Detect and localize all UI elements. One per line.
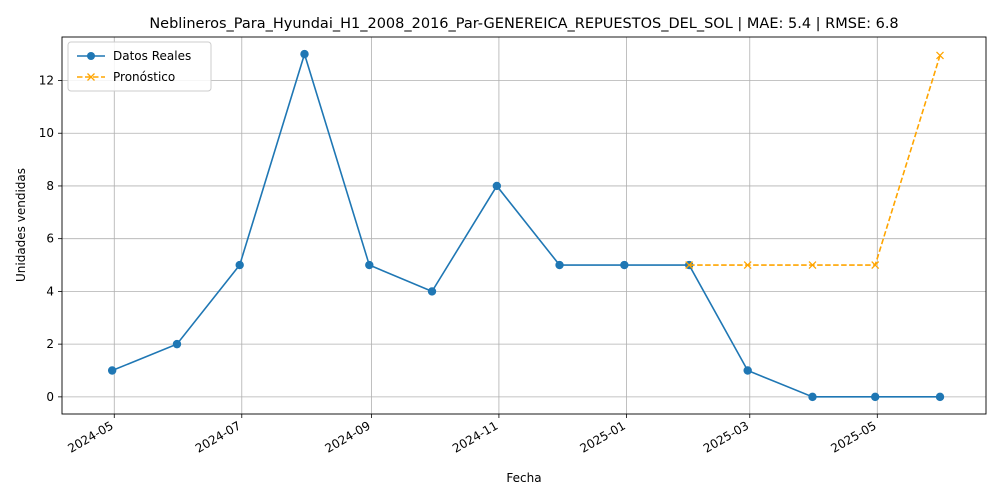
x-tick-label: 2025-03 xyxy=(701,418,751,455)
legend-label-forecast: Pronóstico xyxy=(113,70,175,84)
y-axis-label: Unidades vendidas xyxy=(14,168,28,282)
legend-marker-actual xyxy=(87,52,95,60)
x-tick-label: 2025-01 xyxy=(578,418,628,455)
y-tick-label: 0 xyxy=(46,390,54,404)
data-point-actual xyxy=(427,287,437,296)
x-tick-label: 2024-07 xyxy=(193,418,243,455)
data-point-forecast xyxy=(936,51,944,60)
data-point-actual xyxy=(300,49,309,59)
legend-box xyxy=(67,41,212,92)
chart-title: Neblineros_Para_Hyundai_H1_2008_2016_Par… xyxy=(149,16,898,32)
series-line-actual xyxy=(111,51,941,398)
x-tick-label: 2024-09 xyxy=(322,418,372,455)
data-point-actual xyxy=(235,260,244,270)
y-tick-label: 2 xyxy=(46,337,54,351)
plot-frame xyxy=(61,36,987,415)
legend-marker-forecast xyxy=(87,73,95,81)
data-point-actual xyxy=(808,392,817,402)
data-point-forecast xyxy=(871,261,880,270)
data-point-forecast xyxy=(685,261,694,270)
y-tick-label: 12 xyxy=(39,74,54,88)
data-point-actual xyxy=(620,260,629,270)
x-axis-label: Fecha xyxy=(506,471,541,485)
grid xyxy=(62,37,986,414)
data-point-actual xyxy=(492,181,502,191)
data-point-forecast xyxy=(808,261,817,270)
y-tick-label: 6 xyxy=(46,232,54,246)
y-tick-label: 4 xyxy=(46,284,54,298)
x-tick-label: 2024-05 xyxy=(65,418,115,455)
y-axis: 0 2 4 6 8 10 12 xyxy=(39,74,62,404)
y-tick-label: 8 xyxy=(46,179,54,193)
data-point-actual xyxy=(871,392,880,402)
series-layer xyxy=(107,49,945,402)
data-point-forecast xyxy=(743,261,752,270)
legend-label-actual: Datos Reales xyxy=(113,49,191,63)
legend: Datos Reales Pronóstico xyxy=(67,41,212,92)
x-tick-label: 2025-05 xyxy=(828,418,878,455)
plot-background xyxy=(62,37,986,414)
data-point-actual xyxy=(743,366,752,375)
data-point-actual xyxy=(107,366,117,375)
data-point-actual xyxy=(365,260,374,270)
data-point-actual xyxy=(935,392,945,402)
data-point-actual xyxy=(555,260,564,270)
y-tick-label: 10 xyxy=(39,126,54,140)
x-tick-label: 2024-11 xyxy=(450,418,500,455)
x-axis: 2024-05 2024-07 2024-09 2024-11 2025-01 2025-… xyxy=(65,414,879,456)
data-point-actual xyxy=(172,339,182,349)
